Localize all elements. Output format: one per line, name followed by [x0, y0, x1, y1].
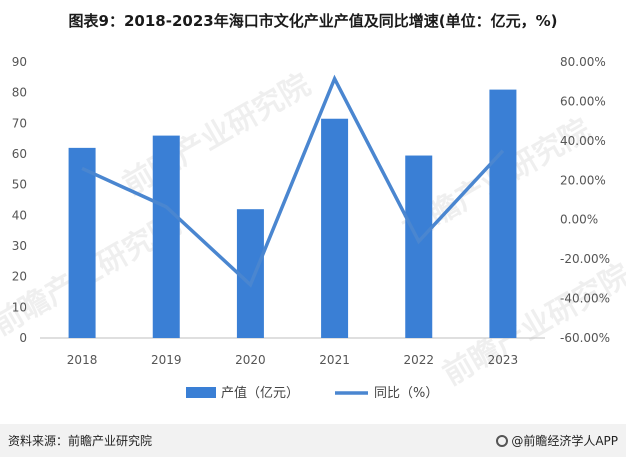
- y-left-tick-label: 60: [12, 147, 27, 161]
- combo-chart: 0 10 20 30 40 50 60 70 80 90 -60.00% -40.00% -20.00%…: [12, 55, 610, 401]
- y-right-tick-label: -20.00%: [560, 252, 610, 266]
- y-left-tick-label: 70: [12, 116, 27, 130]
- x-tick-label: 2019: [151, 353, 182, 367]
- legend-line-label: 同比（%）: [374, 386, 438, 401]
- y-left-tick-label: 90: [12, 55, 27, 69]
- brand-text: @前瞻经济学人APP: [511, 434, 618, 448]
- x-tick-label: 2018: [67, 353, 98, 367]
- footer: 资料来源：前瞻产业研究院 @前瞻经济学人APP: [0, 424, 626, 457]
- yoy-growth-line: [81, 74, 505, 288]
- y-right-tick-label: 60.00%: [560, 94, 606, 108]
- source-text: 资料来源：前瞻产业研究院: [8, 434, 153, 448]
- y-left-tick-label: 40: [12, 208, 27, 222]
- chart-title: 图表9：2018-2023年海口市文化产业产值及同比增速(单位：亿元，%): [68, 12, 558, 30]
- brand-credit: @前瞻经济学人APP: [496, 432, 618, 449]
- bar-2018: [68, 147, 96, 338]
- x-tick-label: 2023: [488, 353, 519, 367]
- y-right-tick-label: -40.00%: [560, 292, 610, 306]
- y-right-tick-label: 80.00%: [560, 55, 606, 69]
- qianzhan-logo-icon: [496, 435, 509, 447]
- y-left-tick-label: 80: [12, 86, 27, 100]
- legend-bar-swatch: [186, 387, 216, 398]
- x-tick-label: 2020: [235, 353, 266, 367]
- bar-2021: [321, 118, 349, 338]
- y-left-tick-label: 30: [12, 239, 27, 253]
- y-left-tick-label: 20: [12, 270, 27, 284]
- y-right-tick-label: 40.00%: [560, 134, 606, 148]
- y-right-tick-label: 0.00%: [560, 213, 598, 227]
- legend-bar-label: 产值（亿元）: [221, 385, 299, 401]
- x-tick-label: 2022: [403, 353, 434, 367]
- bar-2023: [489, 89, 517, 338]
- y-left-tick-label: 50: [12, 178, 27, 192]
- bar-2022: [405, 155, 433, 338]
- bar-2019: [152, 135, 180, 338]
- x-tick-label: 2021: [319, 353, 350, 367]
- y-left-tick-label: 10: [12, 300, 27, 314]
- y-right-tick-label: 20.00%: [560, 173, 606, 187]
- y-right-tick-label: -60.00%: [560, 331, 610, 345]
- y-left-tick-label: 0: [19, 331, 27, 345]
- bar-2020: [236, 209, 264, 338]
